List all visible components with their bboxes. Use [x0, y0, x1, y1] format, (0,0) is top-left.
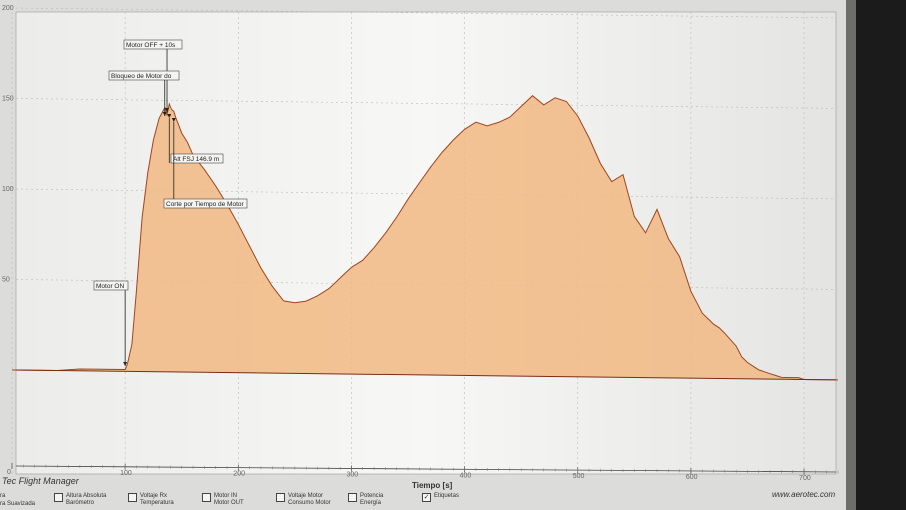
checkbox-label: Potencia	[360, 493, 384, 499]
annotation-box	[93, 280, 129, 291]
x-tick-label: 700	[799, 475, 811, 482]
checkbox-box[interactable]	[128, 493, 137, 502]
left-series-labels: ra ra Suavizada	[0, 492, 35, 508]
app-name: Tec Flight Manager	[2, 476, 79, 486]
monitor-bezel	[856, 0, 906, 510]
left-label-altura-suavizada: ra Suavizada	[0, 501, 36, 507]
checkbox-label: Barómetro	[66, 500, 95, 506]
annotation-label: Motor OFF + 10s	[126, 42, 176, 49]
annotation: Corte por Tiempo de Motor	[163, 118, 248, 209]
x-tick-label: 300	[346, 471, 358, 478]
axes: 0 100 200 300 400 500 600 700 50 100 150 200	[2, 5, 839, 482]
x-axis-line	[15, 465, 837, 473]
annotation: Alt FSJ 146.9 m	[167, 114, 224, 164]
series-area-altura	[12, 95, 838, 380]
left-label-altura: ra	[0, 493, 6, 499]
x-tick-label: 0	[7, 469, 11, 476]
checkbox-etiquetas[interactable]: ✓ Etiquetas	[422, 493, 459, 502]
annotation: Motor ON	[93, 280, 129, 366]
annotation-box	[108, 70, 180, 81]
annotation: Motor OFF + 10s	[123, 39, 183, 112]
checkbox-label: Etiquetas	[434, 493, 460, 499]
checkbox-label: Altura Absoluta	[66, 493, 107, 499]
series-layer	[11, 95, 839, 381]
grid-line-y	[15, 98, 837, 109]
annotation-label: Alt FSJ 146.9 m	[173, 156, 219, 163]
series-line-altura	[11, 95, 839, 381]
annotation-label: Corte por Tiempo de Motor	[166, 201, 245, 208]
checkbox-label: Temperatura	[140, 500, 174, 506]
checkbox-label: Consumo Motor	[288, 500, 331, 506]
annotation-arrow	[171, 118, 176, 122]
x-tick-label: 500	[573, 473, 585, 480]
annotation-label: Bloqueo de Motor do	[111, 73, 172, 80]
checkbox-label: Energía	[360, 500, 382, 506]
checkbox-box[interactable]	[202, 493, 211, 502]
checkbox-box-checked[interactable]: ✓	[422, 493, 431, 502]
y-tick-label: 150	[2, 96, 14, 103]
checkbox-label: Voltaje Rx	[140, 493, 168, 499]
checkbox-box[interactable]	[54, 493, 63, 502]
checkbox-voltaje-motor[interactable]: Voltaje Motor Consumo Motor	[276, 493, 331, 507]
checkbox-box[interactable]	[276, 493, 285, 502]
checkbox-voltaje-rx[interactable]: Voltaje Rx Temperatura	[128, 493, 174, 507]
annotation-label: Motor ON	[96, 283, 124, 290]
x-tick-label: 600	[686, 474, 698, 481]
checkbox-label: Motor IN	[214, 493, 238, 499]
checkbox-box[interactable]	[348, 493, 357, 502]
checkbox-altura-absoluta[interactable]: Altura Absoluta Barómetro	[54, 493, 106, 507]
checkbox-label: Motor OUT	[214, 500, 244, 506]
checkbox-potencia[interactable]: Potencia Energía	[348, 493, 383, 507]
x-tick-label: 400	[460, 472, 472, 479]
x-tick-label: 200	[233, 471, 245, 478]
checkbox-label: Voltaje Motor	[288, 493, 324, 499]
checkbox-motor-in[interactable]: Motor IN Motor OUT	[202, 493, 244, 507]
y-tick-label: 200	[2, 5, 14, 12]
annotation-box	[170, 153, 224, 164]
website-url: www.aerotec.com	[772, 490, 836, 499]
annotation-arrow	[162, 112, 167, 116]
annotation-arrow	[123, 362, 128, 366]
annotation-box	[123, 39, 183, 50]
grid-line-y	[15, 7, 837, 19]
annotation: Bloqueo de Motor do	[108, 70, 180, 116]
x-tick-label: 100	[120, 470, 132, 477]
series-toggle-bar: ra ra Suavizada Altura Absoluta Barómetro…	[0, 492, 846, 510]
annotation-box	[163, 198, 248, 209]
y-tick-label: 100	[2, 186, 14, 193]
y-tick-label: 50	[2, 277, 10, 284]
annotation-arrow	[167, 114, 172, 118]
annotation-arrow	[165, 108, 170, 112]
annotations: Motor OFF + 10s Bloqueo de Motor do Alt FS…	[93, 39, 248, 366]
x-axis-label: Tiempo [s]	[412, 481, 453, 490]
baseline	[15, 369, 837, 381]
